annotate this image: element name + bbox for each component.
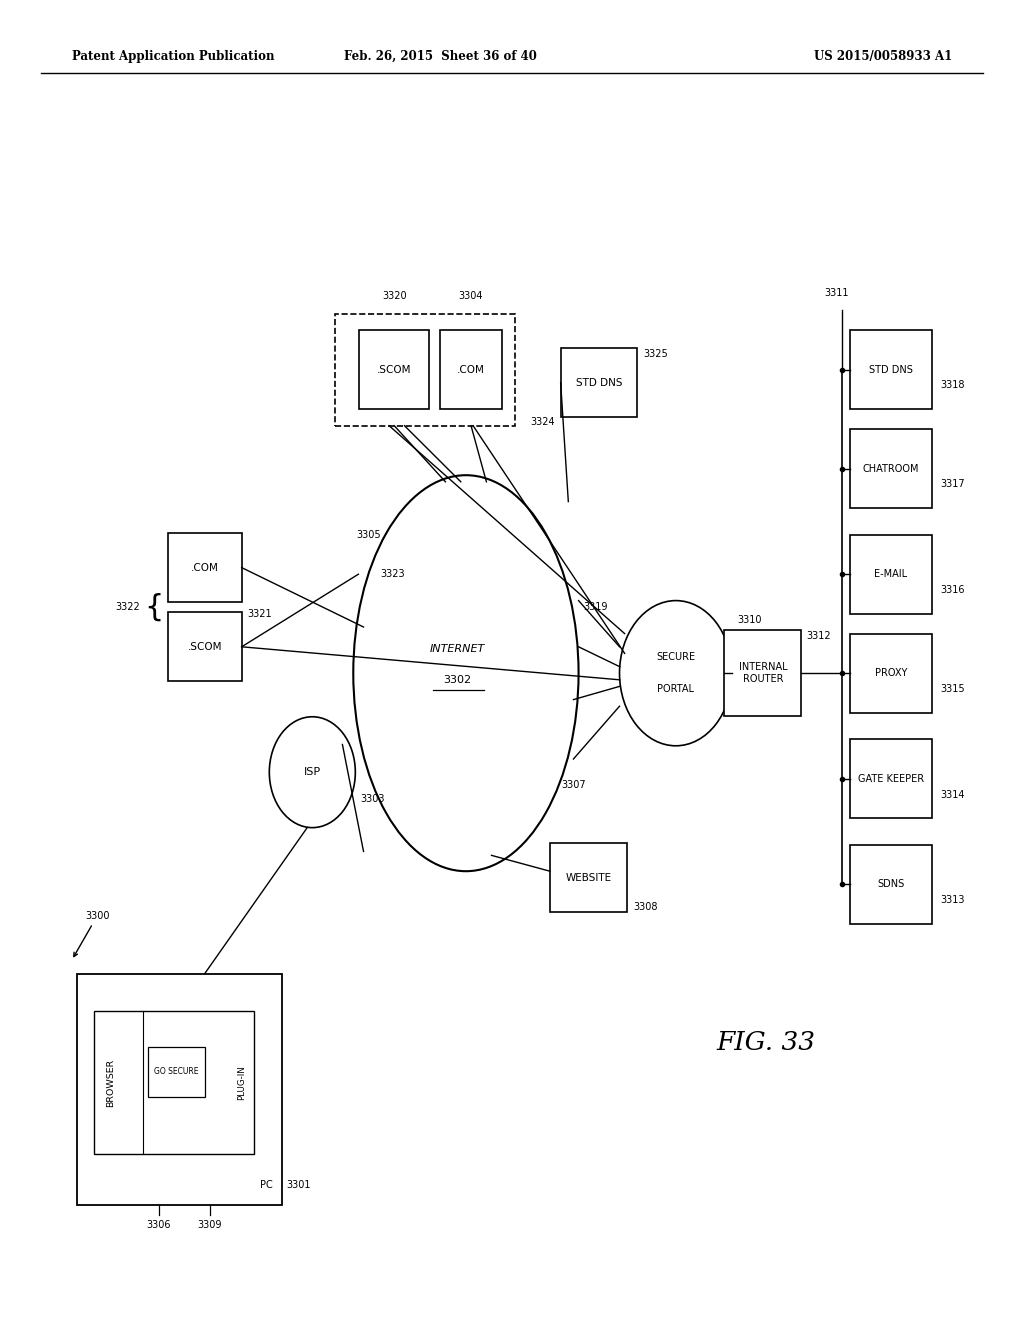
Text: 3319: 3319 bbox=[584, 602, 608, 612]
Bar bbox=[551, 843, 627, 912]
Text: 3300: 3300 bbox=[74, 911, 110, 957]
Circle shape bbox=[269, 717, 355, 828]
Text: .SCOM: .SCOM bbox=[187, 642, 222, 652]
Text: 3321: 3321 bbox=[248, 609, 272, 619]
Bar bbox=[850, 845, 932, 924]
Bar bbox=[725, 631, 801, 715]
Text: 3306: 3306 bbox=[146, 1220, 171, 1230]
Text: SECURE: SECURE bbox=[656, 652, 695, 663]
Text: Feb. 26, 2015  Sheet 36 of 40: Feb. 26, 2015 Sheet 36 of 40 bbox=[344, 50, 537, 63]
Bar bbox=[77, 974, 282, 1204]
Bar bbox=[168, 533, 242, 602]
Text: .SCOM: .SCOM bbox=[377, 364, 412, 375]
Text: 3315: 3315 bbox=[940, 684, 965, 694]
Text: .COM: .COM bbox=[457, 364, 485, 375]
Bar bbox=[94, 1011, 254, 1154]
Bar bbox=[850, 535, 932, 614]
Bar bbox=[850, 429, 932, 508]
Text: 3303: 3303 bbox=[360, 793, 385, 804]
Text: 3322: 3322 bbox=[116, 602, 140, 612]
Text: E-MAIL: E-MAIL bbox=[874, 569, 907, 579]
Bar bbox=[148, 1047, 205, 1097]
Text: 3301: 3301 bbox=[287, 1180, 311, 1189]
Text: PROXY: PROXY bbox=[874, 668, 907, 678]
Text: 3313: 3313 bbox=[940, 895, 965, 906]
Text: 3305: 3305 bbox=[356, 529, 381, 540]
Text: GO SECURE: GO SECURE bbox=[155, 1068, 199, 1076]
Text: 3302: 3302 bbox=[443, 675, 472, 685]
Bar bbox=[850, 330, 932, 409]
Text: 3310: 3310 bbox=[737, 615, 762, 626]
Text: 3324: 3324 bbox=[530, 417, 555, 428]
Text: STD DNS: STD DNS bbox=[575, 378, 623, 388]
Text: 3320: 3320 bbox=[382, 292, 407, 301]
Bar bbox=[850, 739, 932, 818]
Text: 3311: 3311 bbox=[824, 288, 849, 298]
Bar bbox=[850, 634, 932, 713]
Ellipse shape bbox=[353, 475, 579, 871]
Text: 3308: 3308 bbox=[633, 902, 657, 912]
Text: INTERNAL
ROUTER: INTERNAL ROUTER bbox=[738, 663, 787, 684]
Bar bbox=[440, 330, 502, 409]
Text: ISP: ISP bbox=[304, 767, 321, 777]
Text: PORTAL: PORTAL bbox=[657, 684, 694, 694]
Text: 3309: 3309 bbox=[198, 1220, 222, 1230]
Text: 3323: 3323 bbox=[380, 569, 404, 579]
Text: 3318: 3318 bbox=[940, 380, 965, 391]
Text: 3316: 3316 bbox=[940, 585, 965, 595]
Text: 3304: 3304 bbox=[459, 292, 483, 301]
Text: SDNS: SDNS bbox=[878, 879, 904, 890]
Text: PC: PC bbox=[260, 1180, 272, 1189]
Text: FIG. 33: FIG. 33 bbox=[717, 1031, 816, 1055]
Bar bbox=[561, 348, 637, 417]
Bar bbox=[359, 330, 429, 409]
Circle shape bbox=[620, 601, 732, 746]
Text: Patent Application Publication: Patent Application Publication bbox=[72, 50, 274, 63]
Text: WEBSITE: WEBSITE bbox=[565, 873, 612, 883]
Text: .COM: .COM bbox=[190, 562, 219, 573]
Text: PLUG-IN: PLUG-IN bbox=[238, 1065, 246, 1100]
Text: INTERNET: INTERNET bbox=[430, 644, 485, 655]
Text: 3325: 3325 bbox=[643, 348, 668, 359]
Text: STD DNS: STD DNS bbox=[869, 364, 912, 375]
Text: CHATROOM: CHATROOM bbox=[862, 463, 920, 474]
Text: US 2015/0058933 A1: US 2015/0058933 A1 bbox=[814, 50, 952, 63]
Bar bbox=[168, 612, 242, 681]
Text: BROWSER: BROWSER bbox=[106, 1059, 115, 1106]
Text: 3314: 3314 bbox=[940, 789, 965, 800]
Text: 3312: 3312 bbox=[807, 631, 831, 642]
Text: {: { bbox=[144, 593, 163, 622]
Text: 3317: 3317 bbox=[940, 479, 965, 490]
Text: 3307: 3307 bbox=[561, 780, 586, 791]
Bar bbox=[336, 314, 514, 425]
Text: GATE KEEPER: GATE KEEPER bbox=[858, 774, 924, 784]
